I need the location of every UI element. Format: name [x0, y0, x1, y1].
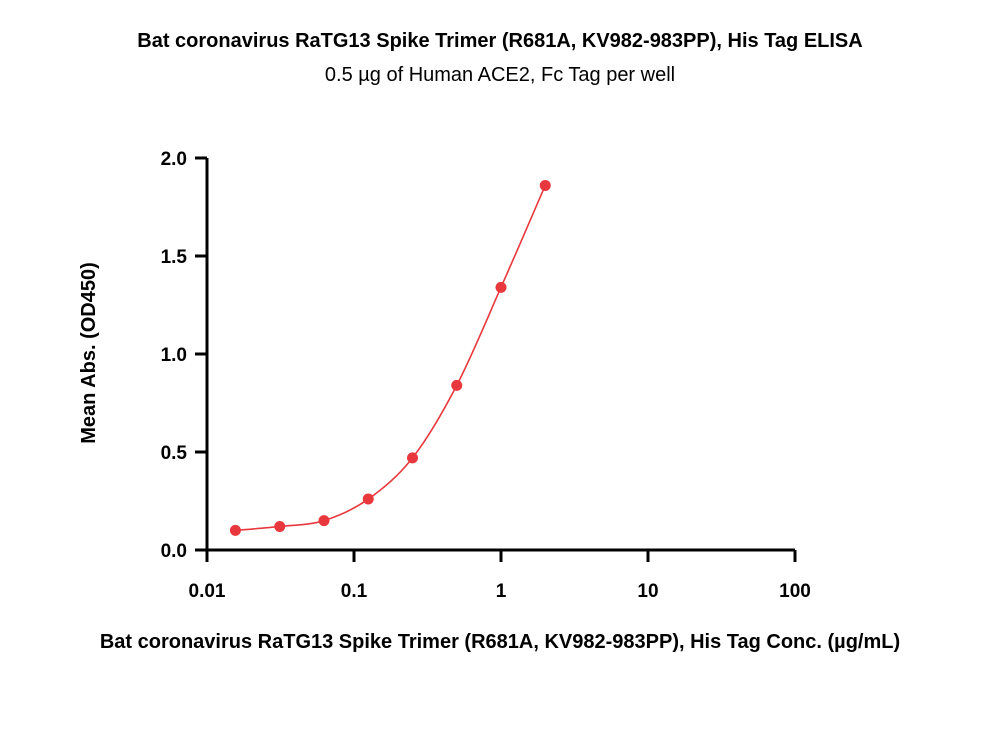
fit-curve	[235, 185, 546, 532]
data-point	[362, 493, 374, 505]
y-tick-label: 0.0	[161, 541, 187, 562]
data-point	[406, 452, 418, 464]
data-point	[229, 524, 241, 536]
data-point	[495, 281, 507, 293]
data-point	[318, 515, 330, 527]
ticks: 0.0 0.5 1.0 1.5 2.0 0.01 0.1 1 10 100	[161, 149, 811, 602]
data-point	[539, 179, 551, 191]
y-tick-label: 2.0	[161, 149, 187, 170]
x-tick-label: 0.01	[189, 581, 226, 602]
axes	[205, 158, 795, 552]
x-tick-label: 10	[637, 581, 658, 602]
chart-title: Bat coronavirus RaTG13 Spike Trimer (R68…	[137, 30, 863, 52]
x-axis-title: Bat coronavirus RaTG13 Spike Trimer (R68…	[100, 631, 900, 653]
x-tick-label: 1	[496, 581, 507, 602]
y-tick-label: 0.5	[161, 443, 188, 464]
data-point	[451, 379, 463, 391]
data-point	[274, 520, 286, 532]
y-axis-title: Mean Abs. (OD450)	[78, 262, 100, 444]
data-points-layer	[229, 179, 551, 536]
chart-subtitle: 0.5 µg of Human ACE2, Fc Tag per well	[324, 64, 676, 86]
x-tick-label: 100	[779, 581, 811, 602]
fit-curve-layer	[235, 185, 546, 532]
x-tick-label: 0.1	[341, 581, 368, 602]
y-tick-label: 1.5	[161, 247, 188, 268]
y-tick-label: 1.0	[161, 345, 187, 366]
